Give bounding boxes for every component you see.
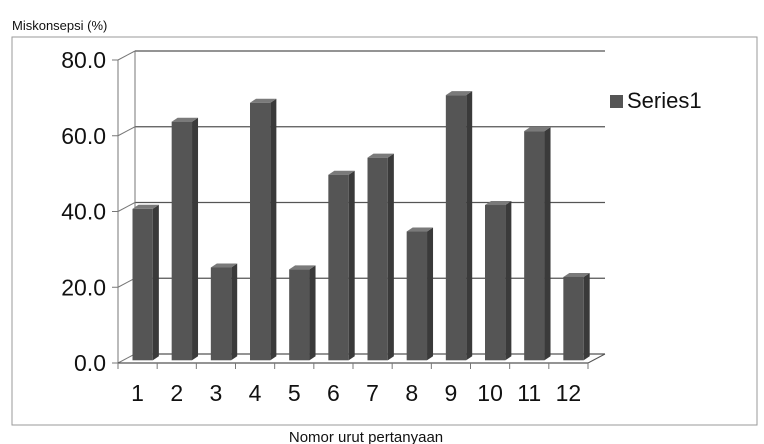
bar-side xyxy=(348,170,355,361)
y-tick-labels: 0.0 20.0 40.0 60.0 80.0 xyxy=(61,47,106,376)
bars xyxy=(132,91,590,361)
bar-side xyxy=(231,263,238,361)
x-tick-label: 1 xyxy=(131,380,144,406)
y-tick-label: 60.0 xyxy=(61,123,106,149)
bar xyxy=(132,204,159,361)
bar-front xyxy=(132,208,153,361)
bar-top xyxy=(250,98,277,103)
x-tick-labels: 1 2 3 4 5 6 7 8 9 10 11 12 xyxy=(131,380,581,406)
gridline-depth xyxy=(117,353,136,364)
bar-front xyxy=(445,95,467,361)
bar-front xyxy=(289,269,310,361)
bar xyxy=(289,265,316,361)
bar-side xyxy=(505,201,512,361)
bar-front xyxy=(210,267,232,361)
x-tick-label: 4 xyxy=(249,380,262,406)
bar-front xyxy=(485,205,506,361)
bar-top xyxy=(524,127,551,132)
y-tick-label: 20.0 xyxy=(61,274,106,300)
bar-top xyxy=(445,91,473,96)
bar xyxy=(171,117,199,361)
bar-side xyxy=(466,91,473,361)
bar-top xyxy=(367,153,394,158)
bar-top xyxy=(485,201,512,206)
y-axis-label: Miskonsepsi (%) xyxy=(12,18,107,33)
bar-side xyxy=(152,204,159,361)
x-tick-label: 9 xyxy=(445,380,458,406)
floor-edge xyxy=(587,353,606,364)
bar-top xyxy=(289,265,316,270)
bar-side xyxy=(427,227,434,361)
gridline-depth xyxy=(117,202,136,212)
bar xyxy=(445,91,473,361)
x-tick-label: 5 xyxy=(288,380,301,406)
bar-top xyxy=(328,170,355,175)
x-tick-label: 10 xyxy=(477,380,503,406)
gridline-depth xyxy=(117,50,136,61)
bar xyxy=(485,201,512,361)
bar-front xyxy=(367,157,388,361)
bar xyxy=(367,153,394,361)
x-tick-label: 3 xyxy=(210,380,223,406)
x-tick-label: 8 xyxy=(405,380,418,406)
y-tick-label: 80.0 xyxy=(61,47,106,73)
bar-front xyxy=(171,121,193,361)
bar xyxy=(328,170,355,361)
bar-front xyxy=(563,276,584,361)
bar-top xyxy=(210,263,238,268)
bar xyxy=(210,263,238,361)
bar-top xyxy=(171,117,199,122)
bar-side xyxy=(270,98,277,361)
bar-side xyxy=(544,127,551,361)
bar-front xyxy=(328,174,349,361)
x-tick-label: 11 xyxy=(517,380,541,406)
x-tick-label: 2 xyxy=(170,380,183,406)
bar-front xyxy=(524,131,545,361)
bar xyxy=(406,227,434,361)
bar-top xyxy=(406,227,434,232)
gridline-depth xyxy=(117,277,136,288)
x-tick-label: 12 xyxy=(556,380,582,406)
bar xyxy=(250,98,277,361)
x-tick-label: 6 xyxy=(327,380,340,406)
y-tick-label: 40.0 xyxy=(61,199,106,225)
bar-side xyxy=(309,265,316,361)
bar-front xyxy=(406,231,428,361)
bar-side xyxy=(192,117,199,361)
y-tick-label: 0.0 xyxy=(74,350,106,376)
legend: Series1 xyxy=(610,88,702,113)
bar-side xyxy=(583,272,590,361)
bar xyxy=(563,272,590,361)
x-axis-label: Nomor urut pertanyaan xyxy=(289,429,443,444)
legend-label: Series1 xyxy=(627,88,702,113)
bar-front xyxy=(250,102,271,361)
bar-side xyxy=(387,153,394,361)
gridline-depth xyxy=(117,126,136,137)
bar-top xyxy=(132,204,159,209)
chart-frame xyxy=(11,36,758,426)
x-tick-label: 7 xyxy=(366,380,379,406)
legend-swatch xyxy=(610,95,623,108)
bar-top xyxy=(563,272,590,277)
bar xyxy=(524,127,551,361)
